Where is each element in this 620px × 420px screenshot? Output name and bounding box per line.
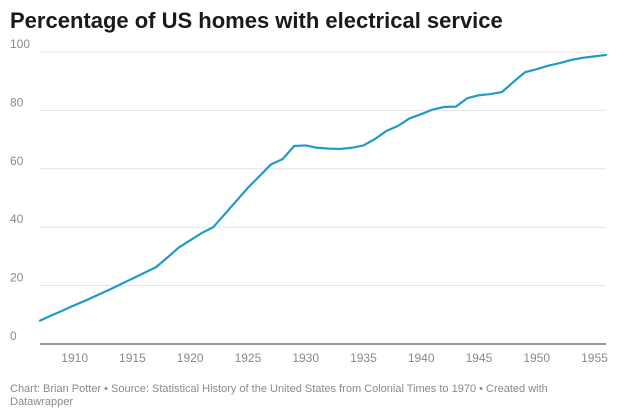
x-tick-label-1950: 1950 (523, 351, 550, 365)
x-tick-label-1910: 1910 (61, 351, 88, 365)
y-tick-label-0: 0 (10, 329, 17, 343)
chart-title: Percentage of US homes with electrical s… (10, 8, 503, 33)
y-tick-labels: 0 20 40 60 80 100 (10, 37, 30, 343)
line-chart: 0 20 40 60 80 100 1910 1915 1920 1925 1930 1935 194… (10, 37, 608, 365)
x-tick-label-1915: 1915 (119, 351, 146, 365)
x-tick-label-1930: 1930 (292, 351, 319, 365)
x-tick-label-1935: 1935 (350, 351, 377, 365)
series-line (38, 53, 608, 322)
gridlines (40, 51, 606, 345)
x-tick-label-1945: 1945 (466, 351, 493, 365)
y-tick-label-80: 80 (10, 95, 24, 109)
y-tick-label-100: 100 (10, 37, 30, 51)
y-tick-label-20: 20 (10, 271, 24, 285)
chart-footer-source: Chart: Brian Potter • Source: Statistica… (10, 383, 548, 408)
y-tick-label-60: 60 (10, 154, 24, 168)
x-tick-label-1955: 1955 (581, 351, 608, 365)
x-tick-labels: 1910 1915 1920 1925 1930 1935 1940 1945 1950 1955 (61, 351, 608, 365)
x-tick-label-1940: 1940 (408, 351, 435, 365)
y-tick-label-40: 40 (10, 212, 24, 226)
x-tick-label-1925: 1925 (235, 351, 262, 365)
x-tick-label-1920: 1920 (177, 351, 204, 365)
